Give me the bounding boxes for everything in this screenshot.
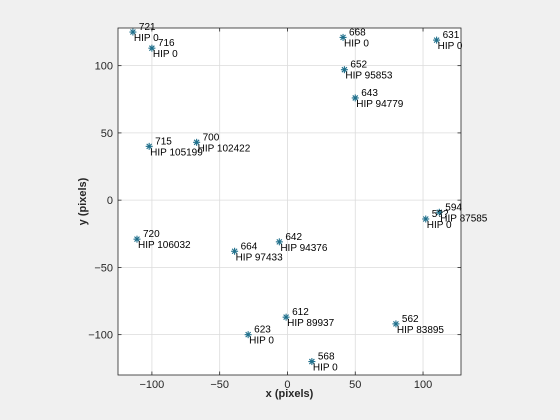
star-marker-stroke: [341, 66, 348, 73]
star-hip-label: HIP 105199: [150, 147, 203, 158]
star-marker-stroke: [433, 37, 440, 43]
grid: [118, 28, 461, 375]
star-marker-stroke: [393, 321, 399, 327]
y-tick-label: −50: [94, 262, 113, 274]
star-marker-stroke: [308, 358, 315, 365]
star-id-label: 721: [139, 22, 156, 33]
star-id-label: 700: [203, 132, 220, 143]
star-marker: [244, 331, 252, 339]
star-marker-stroke: [193, 139, 200, 146]
star-id-label: 568: [318, 352, 335, 363]
star-marker: [435, 208, 443, 216]
star-id-label: 612: [292, 307, 309, 318]
x-tick-label: −100: [140, 379, 165, 391]
star-marker-stroke: [146, 143, 153, 150]
star-marker: [148, 44, 156, 52]
star-id-label: 623: [254, 325, 271, 336]
star-hip-label: HIP 97433: [236, 252, 284, 263]
y-tick-label: 0: [107, 195, 113, 207]
star-marker: [145, 142, 153, 150]
star-marker: [282, 313, 290, 321]
star-hip-label: HIP 89937: [287, 318, 335, 329]
star-marker: [392, 320, 400, 328]
star-hip-label: HIP 0: [153, 49, 178, 60]
star-id-label: 562: [402, 314, 419, 325]
star-hip-label: HIP 0: [438, 41, 463, 52]
star-marker: [308, 358, 316, 366]
x-tick-label: −50: [210, 379, 229, 391]
star-marker-stroke: [352, 95, 359, 101]
star-hip-label: HIP 0: [134, 33, 159, 44]
star-id-label: 594: [445, 202, 462, 213]
star-marker-stroke: [149, 45, 155, 52]
star-hip-label: HIP 95853: [345, 71, 393, 82]
x-tick-label: 100: [414, 379, 432, 391]
star-marker: [422, 215, 430, 223]
star-hip-label: HIP 0: [344, 38, 369, 49]
star-hip-label: HIP 106032: [138, 240, 191, 251]
star-id-label: 643: [361, 88, 378, 99]
y-axis-label: y (pixels): [77, 177, 89, 225]
star-id-label: 631: [443, 30, 460, 41]
star-id-label: 715: [155, 136, 172, 147]
star-hip-label: HIP 0: [427, 220, 452, 231]
star-marker: [275, 238, 283, 246]
y-tick-label: 100: [95, 61, 113, 73]
star-marker-stroke: [276, 238, 283, 245]
star-marker: [133, 235, 141, 243]
star-marker-stroke: [231, 248, 238, 255]
x-tick-label: 0: [284, 379, 290, 391]
x-axis-label: x (pixels): [266, 388, 314, 400]
star-id-label: 668: [349, 27, 366, 38]
star-marker-stroke: [283, 314, 289, 321]
star-marker: [339, 33, 347, 41]
star-id-label: 664: [241, 241, 258, 252]
y-tick-label: −100: [88, 330, 113, 342]
axes-box: [117, 27, 462, 376]
star-hip-label: HIP 94779: [356, 99, 404, 110]
x-tick-label: 50: [349, 379, 361, 391]
y-tick-label: 50: [101, 128, 113, 140]
star-marker: [193, 138, 201, 146]
star-id-label: 5??: [432, 209, 449, 220]
star-hip-label: HIP 94376: [280, 243, 328, 254]
star-marker: [340, 66, 348, 74]
star-marker-stroke: [245, 331, 252, 338]
star-hip-label: HIP 0: [249, 336, 274, 347]
star-marker-stroke: [340, 34, 346, 41]
star-id-label: 720: [143, 229, 160, 240]
star-marker: [231, 247, 239, 255]
star-marker-stroke: [130, 29, 136, 35]
star-marker-stroke: [422, 216, 429, 222]
star-hip-label: HIP 102422: [198, 143, 251, 154]
star-marker: [129, 28, 137, 36]
star-id-label: 716: [158, 38, 175, 49]
star-hip-label: HIP 83895: [397, 325, 445, 336]
star-hip-label: HIP 87585: [440, 213, 488, 224]
star-marker-stroke: [134, 236, 140, 243]
star-id-label: 652: [350, 60, 367, 71]
star-hip-label: HIP 0: [313, 363, 338, 374]
star-marker: [433, 36, 441, 44]
star-marker: [351, 94, 359, 102]
star-id-label: 642: [285, 232, 302, 243]
ticks: −100 −50 0 50 100 −100 −50 0 50 100: [88, 28, 461, 391]
star-marker-stroke: [436, 209, 443, 216]
